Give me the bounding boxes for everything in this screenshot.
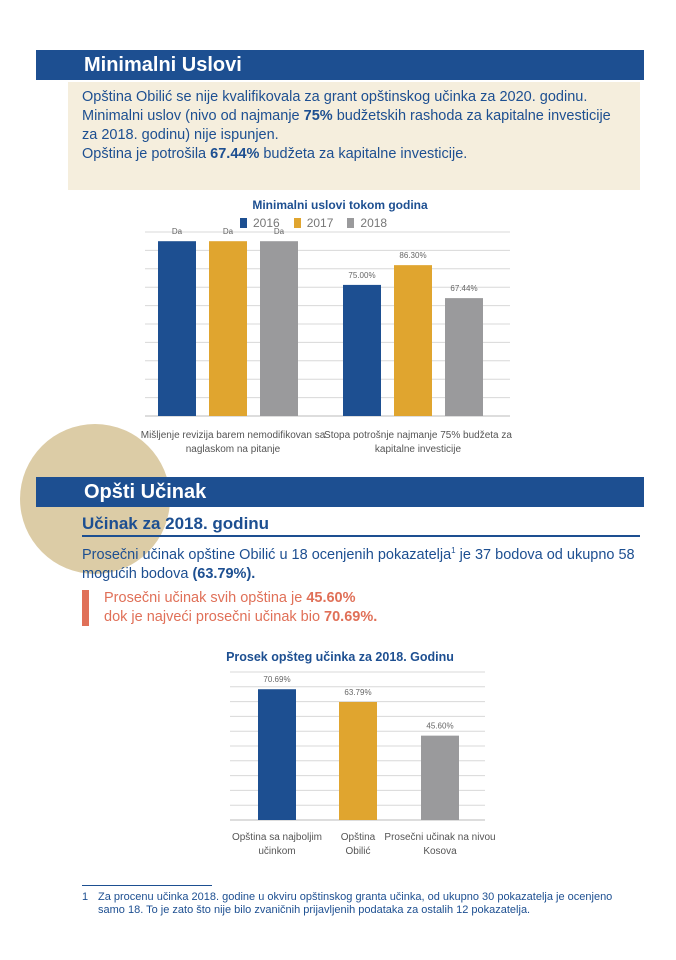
- category-label: Obilić: [345, 846, 370, 857]
- condition-text-3a: Opština je potrošila: [82, 146, 211, 162]
- category-label: Prosečni učinak na nivou: [384, 832, 495, 843]
- bar-2016-0: [158, 241, 196, 416]
- category-label: Opština sa najboljim: [232, 832, 322, 843]
- legend-label: 2016: [253, 216, 280, 230]
- data-label: Da: [172, 227, 183, 236]
- condition-text-1: Opština Obilić se nije kvalifikovala za …: [82, 89, 588, 105]
- condition-line-1: Opština Obilić se nije kvalifikovala za …: [82, 88, 626, 107]
- condition-text-2a: Minimalni uslov (nivo od najmanje: [82, 108, 304, 124]
- max-text: dok je najveći prosečni učinak bio: [104, 609, 325, 625]
- condition-line-3: Opština je potrošila 67.44% budžeta za k…: [82, 145, 626, 164]
- condition-line-2: Minimalni uslov (nivo od najmanje 75% bu…: [82, 107, 626, 145]
- highlight-bar: [82, 590, 89, 626]
- footnote: 1 Za procenu učinka 2018. godine u okvir…: [82, 891, 642, 917]
- category-label: kapitalne investicije: [375, 444, 462, 455]
- max-value: 70.69%.: [324, 609, 378, 625]
- legend-swatch: [293, 218, 301, 228]
- subsection-rule: [82, 535, 640, 537]
- average-text: Prosečni učinak svih opština je: [104, 590, 307, 606]
- bar-2017-0: [209, 241, 247, 416]
- section-banner-general-performance: Opšti Učinak: [36, 477, 644, 507]
- legend-swatch: [240, 218, 247, 228]
- bar-0: [258, 689, 296, 820]
- data-label: 45.60%: [426, 722, 453, 731]
- condition-spent-value: 67.44%: [210, 146, 260, 162]
- performance-paragraph: Prosečni učinak opštine Obilić u 18 ocen…: [82, 541, 642, 584]
- data-label: Da: [274, 227, 285, 236]
- average-line-1: Prosečni učinak svih opština je 45.60%: [104, 589, 377, 608]
- category-label: Mišljenje revizija barem nemodifikovan s…: [141, 430, 326, 441]
- para-text-2: je 37 bodova od ukupno 58 mogućih bodova: [82, 546, 635, 582]
- section-title: Opšti Učinak: [84, 481, 207, 503]
- bar-2018-1: [445, 298, 483, 416]
- average-line-2: dok je najveći prosečni učinak bio 70.69…: [104, 608, 377, 627]
- section-banner-minimal-conditions: Minimalni Uslovi: [36, 50, 644, 80]
- data-label: 86.30%: [399, 251, 426, 260]
- category-label: naglaskom na pitanje: [186, 444, 281, 455]
- category-label: Stopa potrošnje najmanje 75% budžeta za: [324, 430, 512, 441]
- subsection-title: Učinak za 2018. godinu: [82, 514, 270, 533]
- legend-item-2018: 2018: [347, 216, 387, 230]
- chart1-title: Minimalni uslovi tokom godina: [252, 198, 428, 212]
- average-highlight: Prosečni učinak svih opština je 45.60% d…: [104, 589, 377, 627]
- para-text-1: Prosečni učinak opštine Obilić u 18 ocen…: [82, 546, 452, 563]
- footnote-rule: [82, 885, 212, 886]
- chart2-svg: 70.69% 63.79% 45.60% Opština sa najboljim uč…: [230, 671, 496, 857]
- average-value: 45.60%: [306, 590, 356, 606]
- condition-text-2b: budžetskih rashoda za kapitalne investic…: [82, 108, 611, 143]
- bar-2: [421, 735, 459, 820]
- legend-item-2016: 2016: [240, 216, 280, 230]
- data-label: 63.79%: [344, 688, 371, 697]
- legend-label: 2018: [360, 216, 388, 230]
- condition-text-3b: budžeta za kapitalne investicije.: [259, 146, 468, 162]
- data-label: Da: [223, 227, 234, 236]
- footnote-text: Za procenu učinka 2018. godine u okviru …: [98, 891, 613, 916]
- data-label: 70.69%: [263, 675, 290, 684]
- para-percent: (63.79%).: [192, 565, 256, 582]
- chart1-legend: 2016 2017 2018: [240, 216, 387, 230]
- legend-swatch: [347, 218, 355, 228]
- condition-threshold: 75%: [303, 108, 333, 124]
- bar-2016-1: [343, 284, 381, 416]
- legend-item-2017: 2017: [293, 216, 334, 230]
- bar-2017-1: [394, 265, 432, 416]
- footnote-ref[interactable]: 1: [451, 546, 456, 555]
- conditions-box: Opština Obilić se nije kvalifikovala za …: [68, 82, 640, 190]
- data-label: 67.44%: [450, 284, 477, 293]
- chart2-title: Prosek opšteg učinka za 2018. Godinu: [226, 650, 454, 664]
- category-label: Opština: [341, 832, 376, 843]
- section-title: Minimalni Uslovi: [84, 54, 242, 76]
- chart1-svg: Da 75.00% Da 86.30% Da 67.44% Mišljenje revizi…: [141, 227, 513, 455]
- bar-1: [339, 701, 377, 820]
- bar-2018-0: [260, 241, 298, 416]
- footnote-number: 1: [82, 891, 89, 903]
- legend-label: 2017: [306, 216, 334, 230]
- category-label: Kosova: [423, 846, 457, 857]
- data-label: 75.00%: [348, 271, 375, 280]
- category-label: učinkom: [258, 846, 295, 857]
